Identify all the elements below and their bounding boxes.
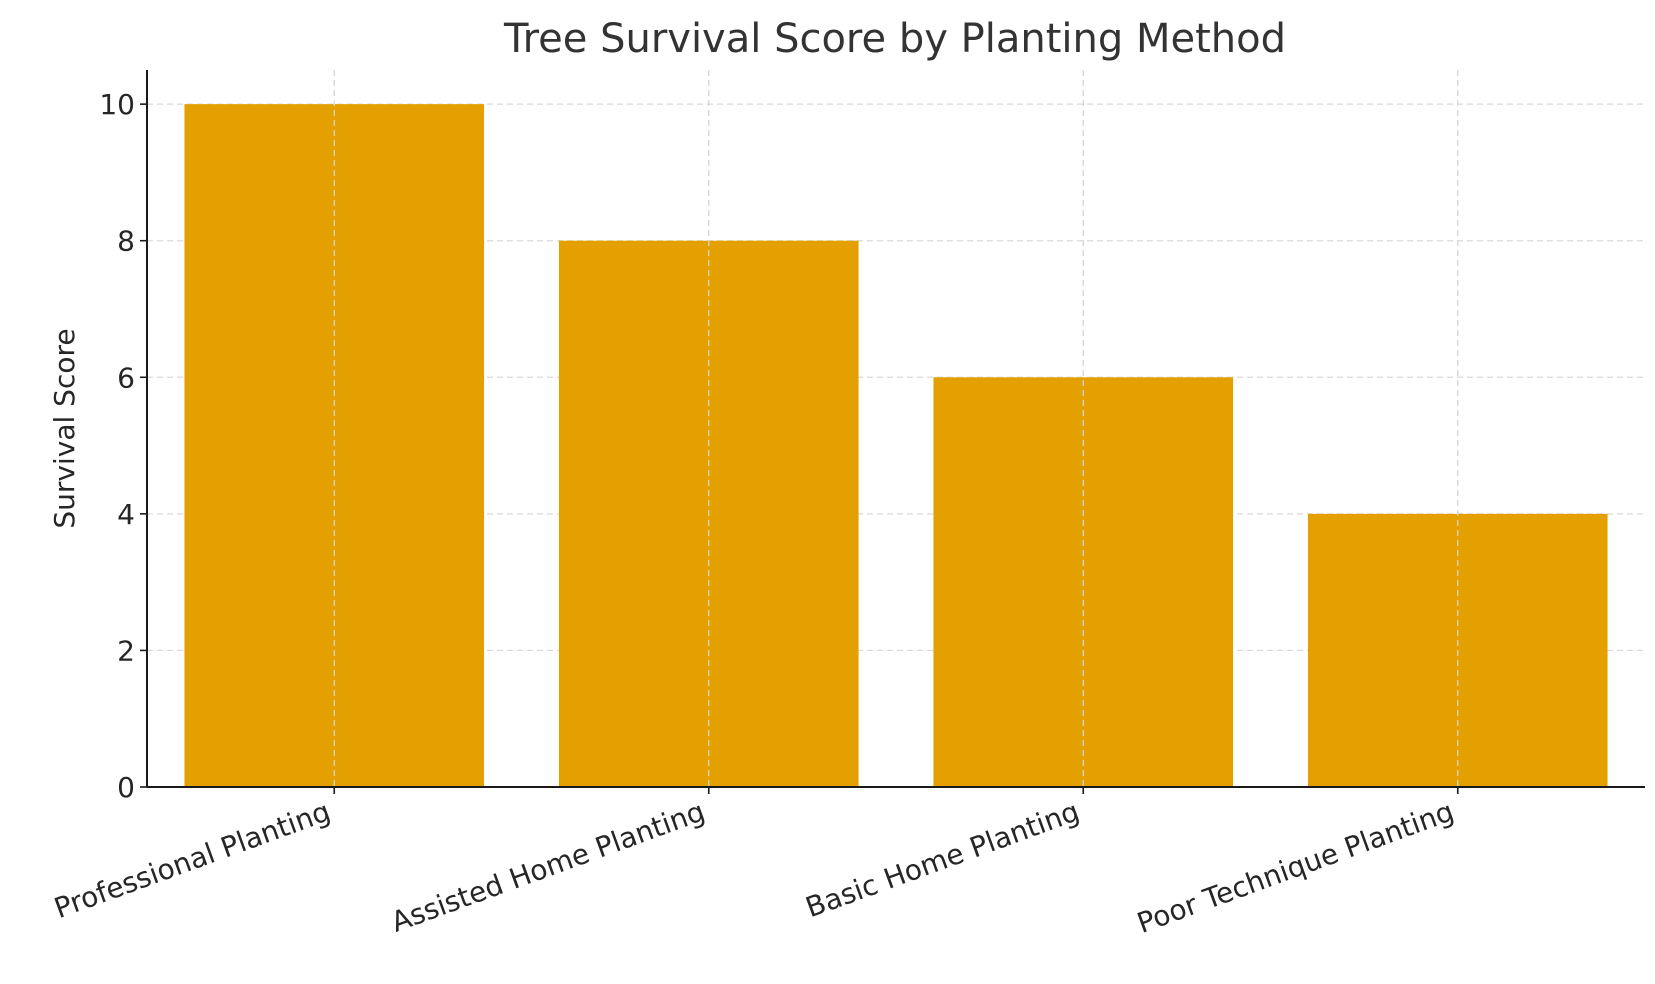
y-tick-label: 2	[117, 634, 135, 667]
y-tick-label: 10	[99, 88, 135, 121]
bars	[184, 70, 1608, 787]
y-tick-label: 4	[117, 498, 135, 531]
y-tick-label: 8	[117, 225, 135, 258]
chart-title: Tree Survival Score by Planting Method	[503, 16, 1286, 62]
y-ticks: 0 2 4 6 8 10	[99, 88, 147, 804]
x-tick-label: Basic Home Planting	[801, 795, 1083, 925]
x-ticks: Professional Planting Assisted Home Plant…	[50, 787, 1459, 940]
axes	[146, 70, 1645, 788]
y-axis-label: Survival Score	[48, 328, 81, 528]
y-tick-label: 6	[117, 361, 135, 394]
x-tick-label: Poor Technique Planting	[1133, 795, 1458, 940]
x-tick-label: Assisted Home Planting	[387, 795, 709, 939]
x-tick-label: Professional Planting	[50, 795, 335, 926]
y-tick-label: 0	[117, 771, 135, 804]
